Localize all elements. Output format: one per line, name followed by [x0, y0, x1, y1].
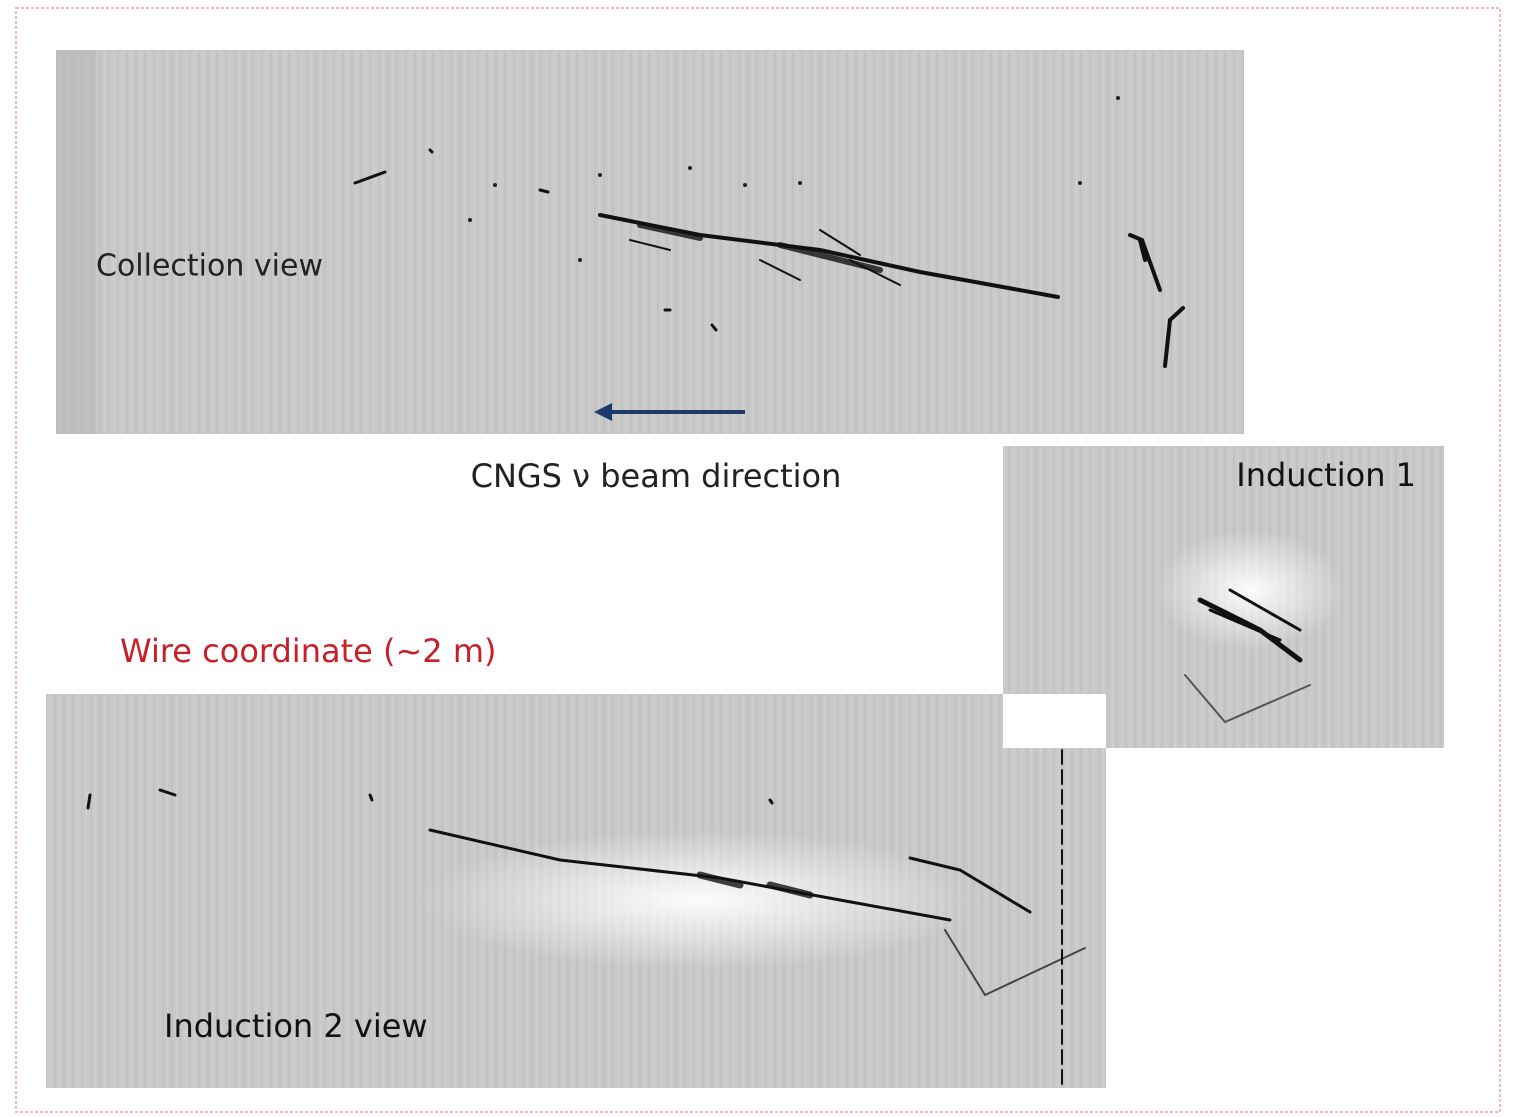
beam-label: CNGS ν beam direction	[471, 457, 842, 495]
induction1-label: Induction 1	[1236, 456, 1416, 494]
wire-label: Wire coordinate (~2 m)	[120, 632, 496, 670]
page: Collection view CNGS ν beam direction In…	[0, 0, 1514, 1117]
slide: Collection view CNGS ν beam direction In…	[0, 0, 1514, 1117]
collection-label: Collection view	[96, 249, 323, 284]
collection-panel: Collection view	[56, 50, 1244, 434]
induction2-panel: Induction 2 view	[46, 694, 1106, 1088]
induction2-label: Induction 2 view	[164, 1007, 428, 1045]
